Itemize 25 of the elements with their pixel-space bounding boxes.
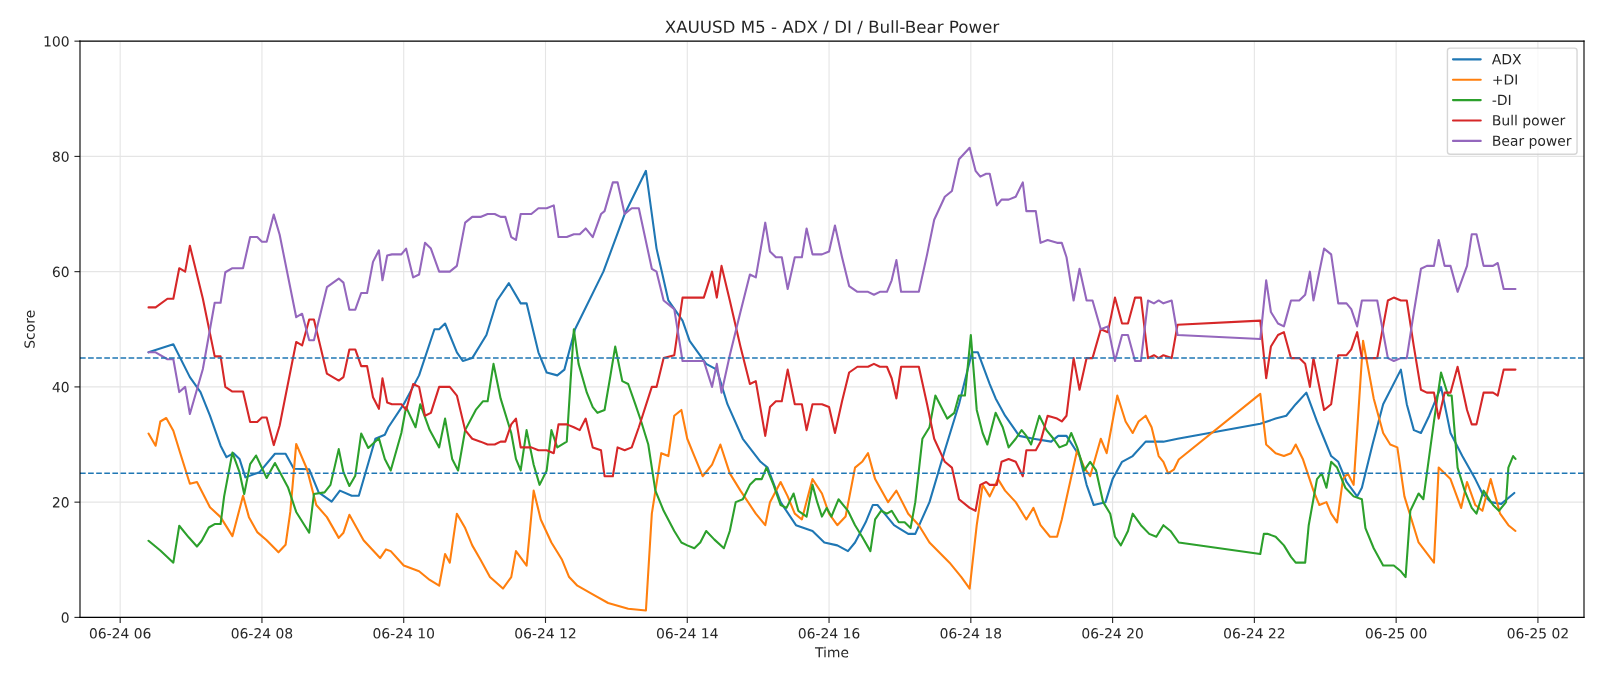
x-tick-label: 06-24 08 [231,628,293,639]
y-tick-label: 40 [52,381,69,393]
legend-label: +DI [1493,74,1517,85]
legend-label: Bear power [1493,135,1572,149]
x-tick-label: 06-24 20 [1082,628,1143,639]
x-tick-label: 06-24 14 [656,628,718,639]
x-tick-label: 06-24 16 [798,628,860,639]
legend-label: -DI [1492,94,1511,105]
y-tick-label: 0 [61,612,69,623]
x-tick-label: 06-24 06 [89,628,151,639]
x-tick-label: 06-25 00 [1365,628,1427,639]
y-tick-label: 100 [44,36,69,47]
x-axis-title: Time [814,646,849,658]
x-tick-label: 06-24 10 [373,628,435,639]
legend-label: ADX [1491,54,1522,65]
chart-title: XAUUSD M5 - ADX / DI / Bull-Bear Power [665,20,1000,35]
y-tick-label: 20 [52,497,69,508]
x-tick-label: 06-24 22 [1224,628,1285,639]
x-tick-label: 06-25 02 [1507,628,1568,639]
y-tick-label: 60 [52,266,69,278]
y-tick-label: 80 [52,151,69,162]
x-tick-label: 06-24 12 [515,628,576,639]
legend-label: Bull power [1493,114,1566,129]
y-axis-title: Score [24,310,35,348]
x-tick-label: 06-24 18 [940,628,1002,639]
